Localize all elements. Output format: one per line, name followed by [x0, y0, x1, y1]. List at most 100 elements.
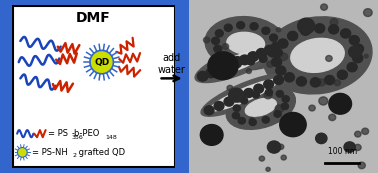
- Ellipse shape: [205, 17, 286, 70]
- Circle shape: [358, 162, 365, 169]
- Circle shape: [238, 117, 245, 124]
- Circle shape: [270, 34, 277, 41]
- Circle shape: [349, 46, 362, 58]
- Circle shape: [223, 62, 233, 71]
- Ellipse shape: [226, 85, 295, 129]
- Ellipse shape: [195, 44, 277, 83]
- Circle shape: [214, 65, 225, 75]
- Circle shape: [334, 80, 341, 86]
- Ellipse shape: [245, 98, 276, 116]
- Circle shape: [240, 97, 248, 104]
- Circle shape: [249, 119, 256, 126]
- Circle shape: [284, 73, 294, 82]
- Circle shape: [325, 75, 335, 85]
- Ellipse shape: [204, 49, 268, 77]
- Circle shape: [259, 55, 267, 62]
- Text: add
water: add water: [158, 53, 186, 75]
- Circle shape: [214, 45, 222, 52]
- Circle shape: [245, 89, 253, 96]
- Ellipse shape: [263, 17, 372, 94]
- Circle shape: [318, 79, 325, 86]
- Circle shape: [215, 30, 223, 37]
- Circle shape: [274, 111, 281, 117]
- Circle shape: [246, 69, 251, 74]
- Circle shape: [329, 93, 352, 114]
- FancyBboxPatch shape: [12, 6, 175, 167]
- Circle shape: [355, 131, 361, 137]
- Circle shape: [203, 37, 210, 43]
- Circle shape: [262, 116, 270, 123]
- Circle shape: [319, 97, 328, 105]
- Circle shape: [204, 106, 214, 115]
- Circle shape: [276, 66, 286, 75]
- Circle shape: [259, 156, 265, 161]
- Circle shape: [330, 19, 338, 26]
- Circle shape: [278, 39, 288, 48]
- Circle shape: [247, 58, 255, 65]
- Circle shape: [272, 48, 282, 57]
- Circle shape: [239, 55, 250, 65]
- Circle shape: [296, 77, 307, 86]
- Text: 2: 2: [73, 153, 77, 158]
- Ellipse shape: [201, 74, 287, 116]
- Circle shape: [233, 105, 240, 111]
- Circle shape: [274, 75, 284, 85]
- Circle shape: [282, 96, 289, 102]
- Circle shape: [326, 56, 332, 61]
- Circle shape: [244, 88, 254, 98]
- Circle shape: [232, 112, 240, 119]
- Circle shape: [309, 105, 315, 111]
- Circle shape: [362, 128, 369, 134]
- Circle shape: [268, 50, 276, 57]
- Circle shape: [229, 88, 244, 102]
- Circle shape: [227, 85, 233, 91]
- Circle shape: [233, 57, 241, 64]
- Circle shape: [206, 68, 216, 78]
- Circle shape: [90, 50, 113, 74]
- Circle shape: [256, 48, 267, 58]
- Circle shape: [349, 36, 359, 45]
- Circle shape: [316, 133, 327, 144]
- Circle shape: [364, 54, 368, 58]
- Circle shape: [271, 57, 282, 67]
- Circle shape: [212, 37, 220, 44]
- Ellipse shape: [210, 79, 278, 111]
- Text: DMF: DMF: [76, 11, 111, 25]
- Circle shape: [321, 4, 327, 10]
- Circle shape: [353, 53, 363, 63]
- Circle shape: [17, 147, 27, 157]
- Circle shape: [341, 29, 351, 38]
- Ellipse shape: [291, 38, 344, 72]
- Circle shape: [200, 125, 223, 145]
- Circle shape: [264, 80, 274, 89]
- Circle shape: [234, 93, 244, 102]
- Circle shape: [344, 142, 355, 152]
- Circle shape: [214, 101, 224, 111]
- Circle shape: [280, 112, 306, 137]
- Circle shape: [222, 52, 229, 59]
- Circle shape: [224, 24, 232, 31]
- Circle shape: [254, 84, 263, 93]
- Circle shape: [281, 103, 288, 110]
- Circle shape: [264, 91, 272, 99]
- Circle shape: [250, 23, 258, 30]
- Circle shape: [298, 18, 314, 34]
- Text: QD: QD: [94, 58, 109, 67]
- Circle shape: [222, 44, 229, 49]
- Circle shape: [272, 42, 280, 49]
- Circle shape: [252, 92, 259, 98]
- Circle shape: [276, 28, 281, 32]
- Circle shape: [337, 70, 347, 79]
- Circle shape: [265, 45, 275, 55]
- Circle shape: [301, 26, 310, 35]
- Circle shape: [354, 144, 361, 151]
- Circle shape: [314, 24, 325, 33]
- Circle shape: [208, 52, 238, 80]
- Text: 356: 356: [71, 135, 83, 140]
- Circle shape: [278, 144, 284, 149]
- Circle shape: [224, 97, 234, 106]
- Ellipse shape: [227, 32, 265, 54]
- Circle shape: [265, 89, 273, 95]
- Text: -b-PEO: -b-PEO: [71, 129, 99, 138]
- Text: = PS-NH: = PS-NH: [32, 148, 68, 157]
